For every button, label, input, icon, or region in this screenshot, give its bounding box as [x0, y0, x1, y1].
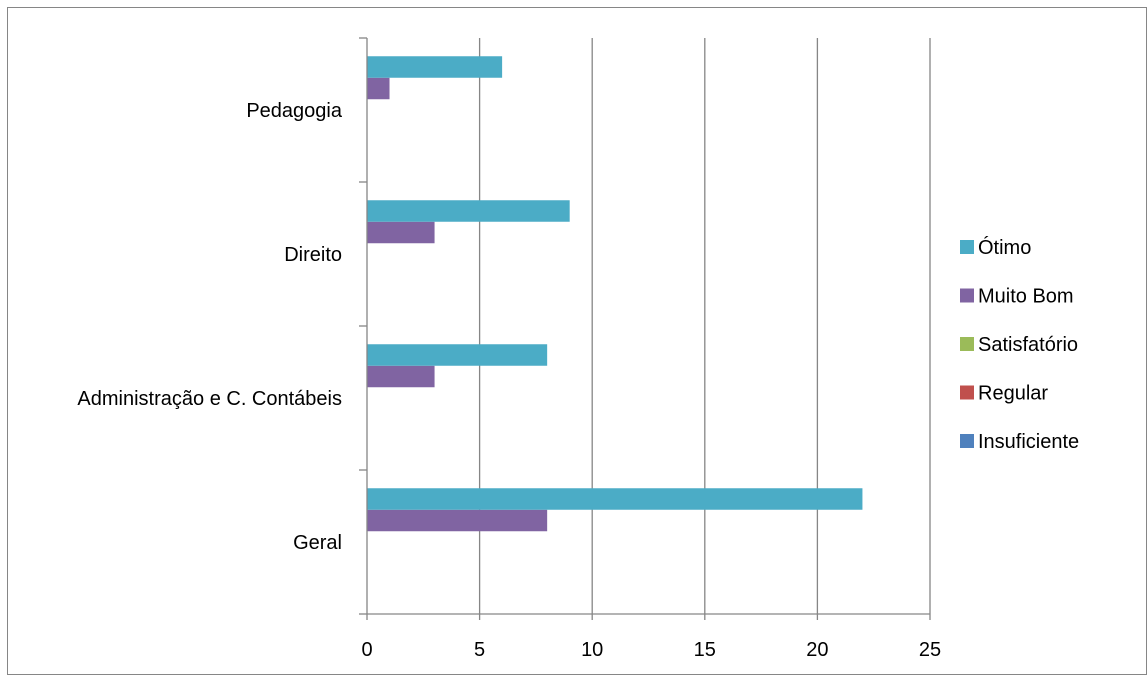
- legend-swatch: [960, 385, 974, 400]
- legend: Ótimo Muito Bom Satisfatório Regular Insufic…: [960, 236, 1079, 453]
- x-tick-label: 15: [694, 639, 716, 661]
- legend-label: Muito Bom: [978, 286, 1074, 308]
- x-tick-labels: 0 5 10 15 20 25: [361, 639, 941, 661]
- x-tick-label: 0: [361, 639, 372, 661]
- x-tick-label: 10: [581, 639, 603, 661]
- bar: [367, 488, 863, 510]
- legend-swatch: [960, 288, 974, 303]
- bar: [367, 200, 570, 222]
- category-label: Administração e C. Contábeis: [77, 388, 342, 410]
- bar: [367, 344, 548, 366]
- category-label: Direito: [284, 244, 342, 266]
- bar: [367, 221, 435, 244]
- bars-group: [367, 56, 863, 532]
- x-tick-label: 5: [474, 639, 485, 661]
- category-label: Pedagogia: [246, 100, 343, 122]
- legend-label: Satisfatório: [978, 334, 1078, 356]
- legend-label: Ótimo: [978, 236, 1031, 259]
- bar: [367, 509, 548, 532]
- axes: [359, 37, 931, 620]
- x-tick-label: 25: [919, 639, 941, 661]
- category-labels: Geral Administração e C. Contábeis Direito…: [77, 100, 342, 554]
- bar: [367, 365, 435, 388]
- legend-label: Insuficiente: [978, 431, 1079, 453]
- legend-swatch: [960, 434, 974, 448]
- category-label: Geral: [293, 532, 342, 554]
- legend-label: Regular: [978, 383, 1048, 405]
- x-tick-label: 20: [806, 639, 828, 661]
- legend-swatch: [960, 337, 974, 351]
- bar: [367, 56, 503, 78]
- legend-swatch: [960, 240, 974, 254]
- chart-border: [7, 7, 1147, 675]
- bar: [367, 77, 390, 100]
